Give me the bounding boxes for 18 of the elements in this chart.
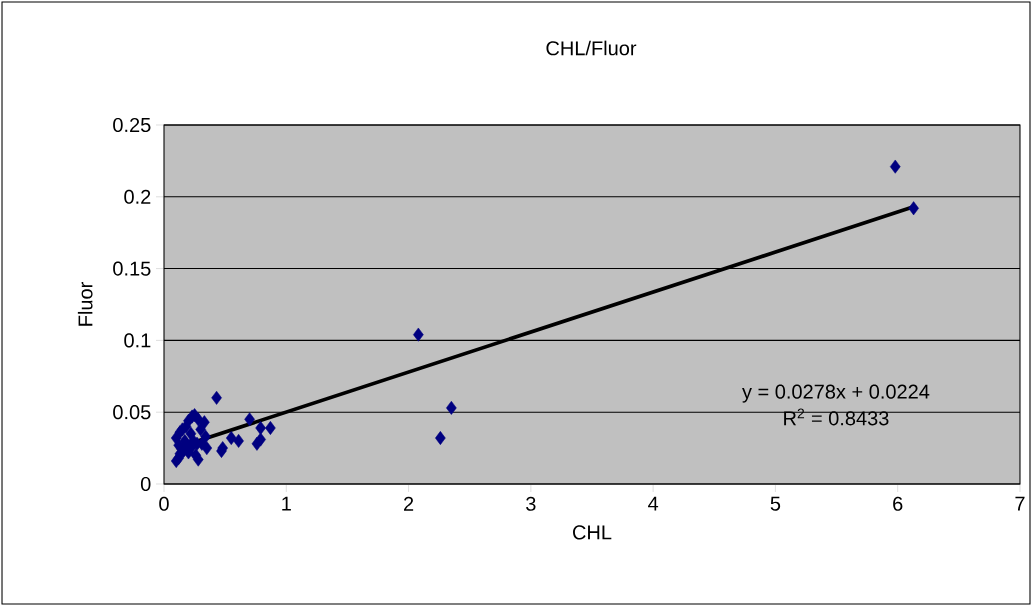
y-tick-label: 0 [140,476,151,492]
y-tick-label: 0.1 [124,333,151,348]
y-tick-label: 0.05 [113,405,151,420]
y-tick-label: 0.2 [124,189,151,204]
y-tick-label: 0.25 [113,117,151,133]
x-tick-label: 1 [282,496,291,511]
x-tick-label: 5 [770,496,781,511]
x-tick-label: 6 [893,496,903,511]
x-tick-label: 2 [404,496,414,511]
x-tick-label: 3 [526,496,536,511]
annotation: y = 0.0278x + 0.0224 [742,384,930,403]
y-axis-title: Fluor [77,282,93,326]
y-tick-label: 0.15 [113,261,151,276]
chart-title: CHL/Fluor [546,40,637,56]
x-axis-title: CHL [573,525,612,540]
x-tick-label: 0 [159,496,169,511]
x-tick-label: 7 [1015,496,1025,511]
x-tick-label: 4 [648,496,659,511]
